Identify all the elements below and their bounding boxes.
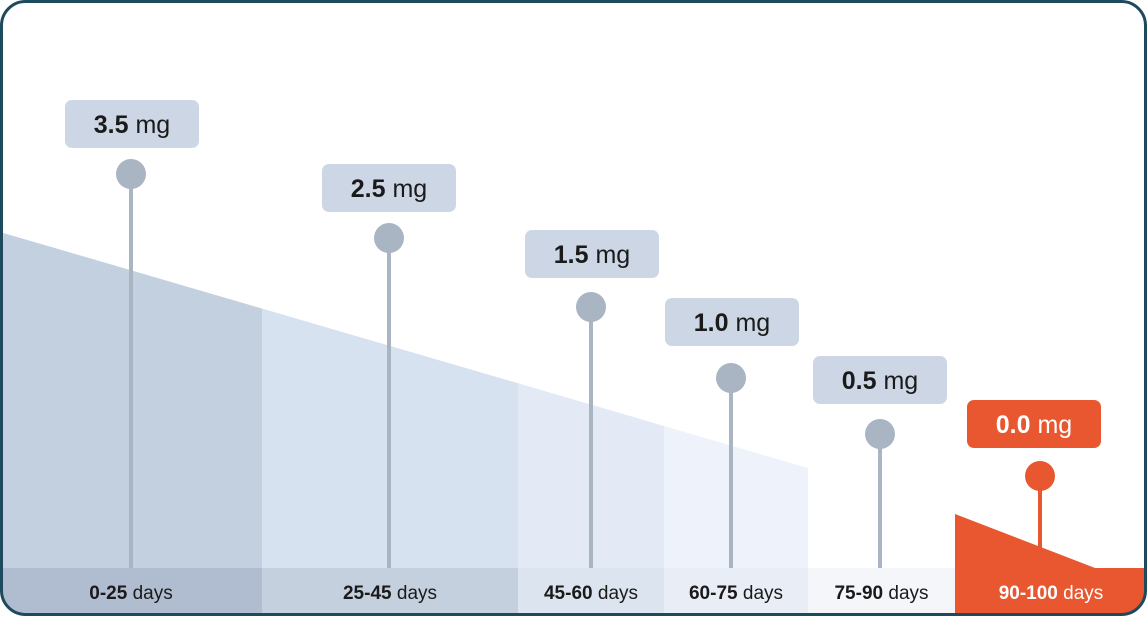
pin-head-0	[116, 159, 146, 189]
label-cell-3	[664, 568, 808, 615]
value-label-2: 1.5 mg	[554, 241, 630, 269]
x-tick-label-3: 60-75 days	[689, 583, 783, 604]
value-label-3: 1.0 mg	[694, 309, 770, 337]
value-badge-2	[525, 230, 659, 278]
label-cell-0	[1, 568, 262, 615]
label-cell-2	[518, 568, 664, 615]
value-label-4: 0.5 mg	[842, 367, 918, 395]
pin-head-5	[1025, 461, 1055, 491]
value-badge-4	[813, 356, 947, 404]
label-cell-5	[955, 568, 1146, 615]
value-badge-3	[665, 298, 799, 346]
value-badge-1	[322, 164, 456, 212]
pin-head-2	[576, 292, 606, 322]
value-label-1: 2.5 mg	[351, 175, 427, 203]
x-tick-label-1: 25-45 days	[343, 583, 437, 604]
pin-head-3	[716, 363, 746, 393]
x-tick-label-2: 45-60 days	[544, 583, 638, 604]
pin-head-4	[865, 419, 895, 449]
label-cell-4	[808, 568, 955, 615]
value-label-0: 3.5 mg	[94, 111, 170, 139]
pin-head-1	[374, 223, 404, 253]
value-badge-5	[967, 400, 1101, 448]
x-tick-label-4: 75-90 days	[834, 583, 928, 604]
x-tick-label-0: 0-25 days	[89, 583, 172, 604]
band-3	[664, 425, 808, 568]
value-label-5: 0.0 mg	[996, 411, 1072, 439]
value-badge-0	[65, 100, 199, 148]
x-tick-label-5: 90-100 days	[999, 583, 1104, 604]
label-cell-1	[262, 568, 518, 615]
